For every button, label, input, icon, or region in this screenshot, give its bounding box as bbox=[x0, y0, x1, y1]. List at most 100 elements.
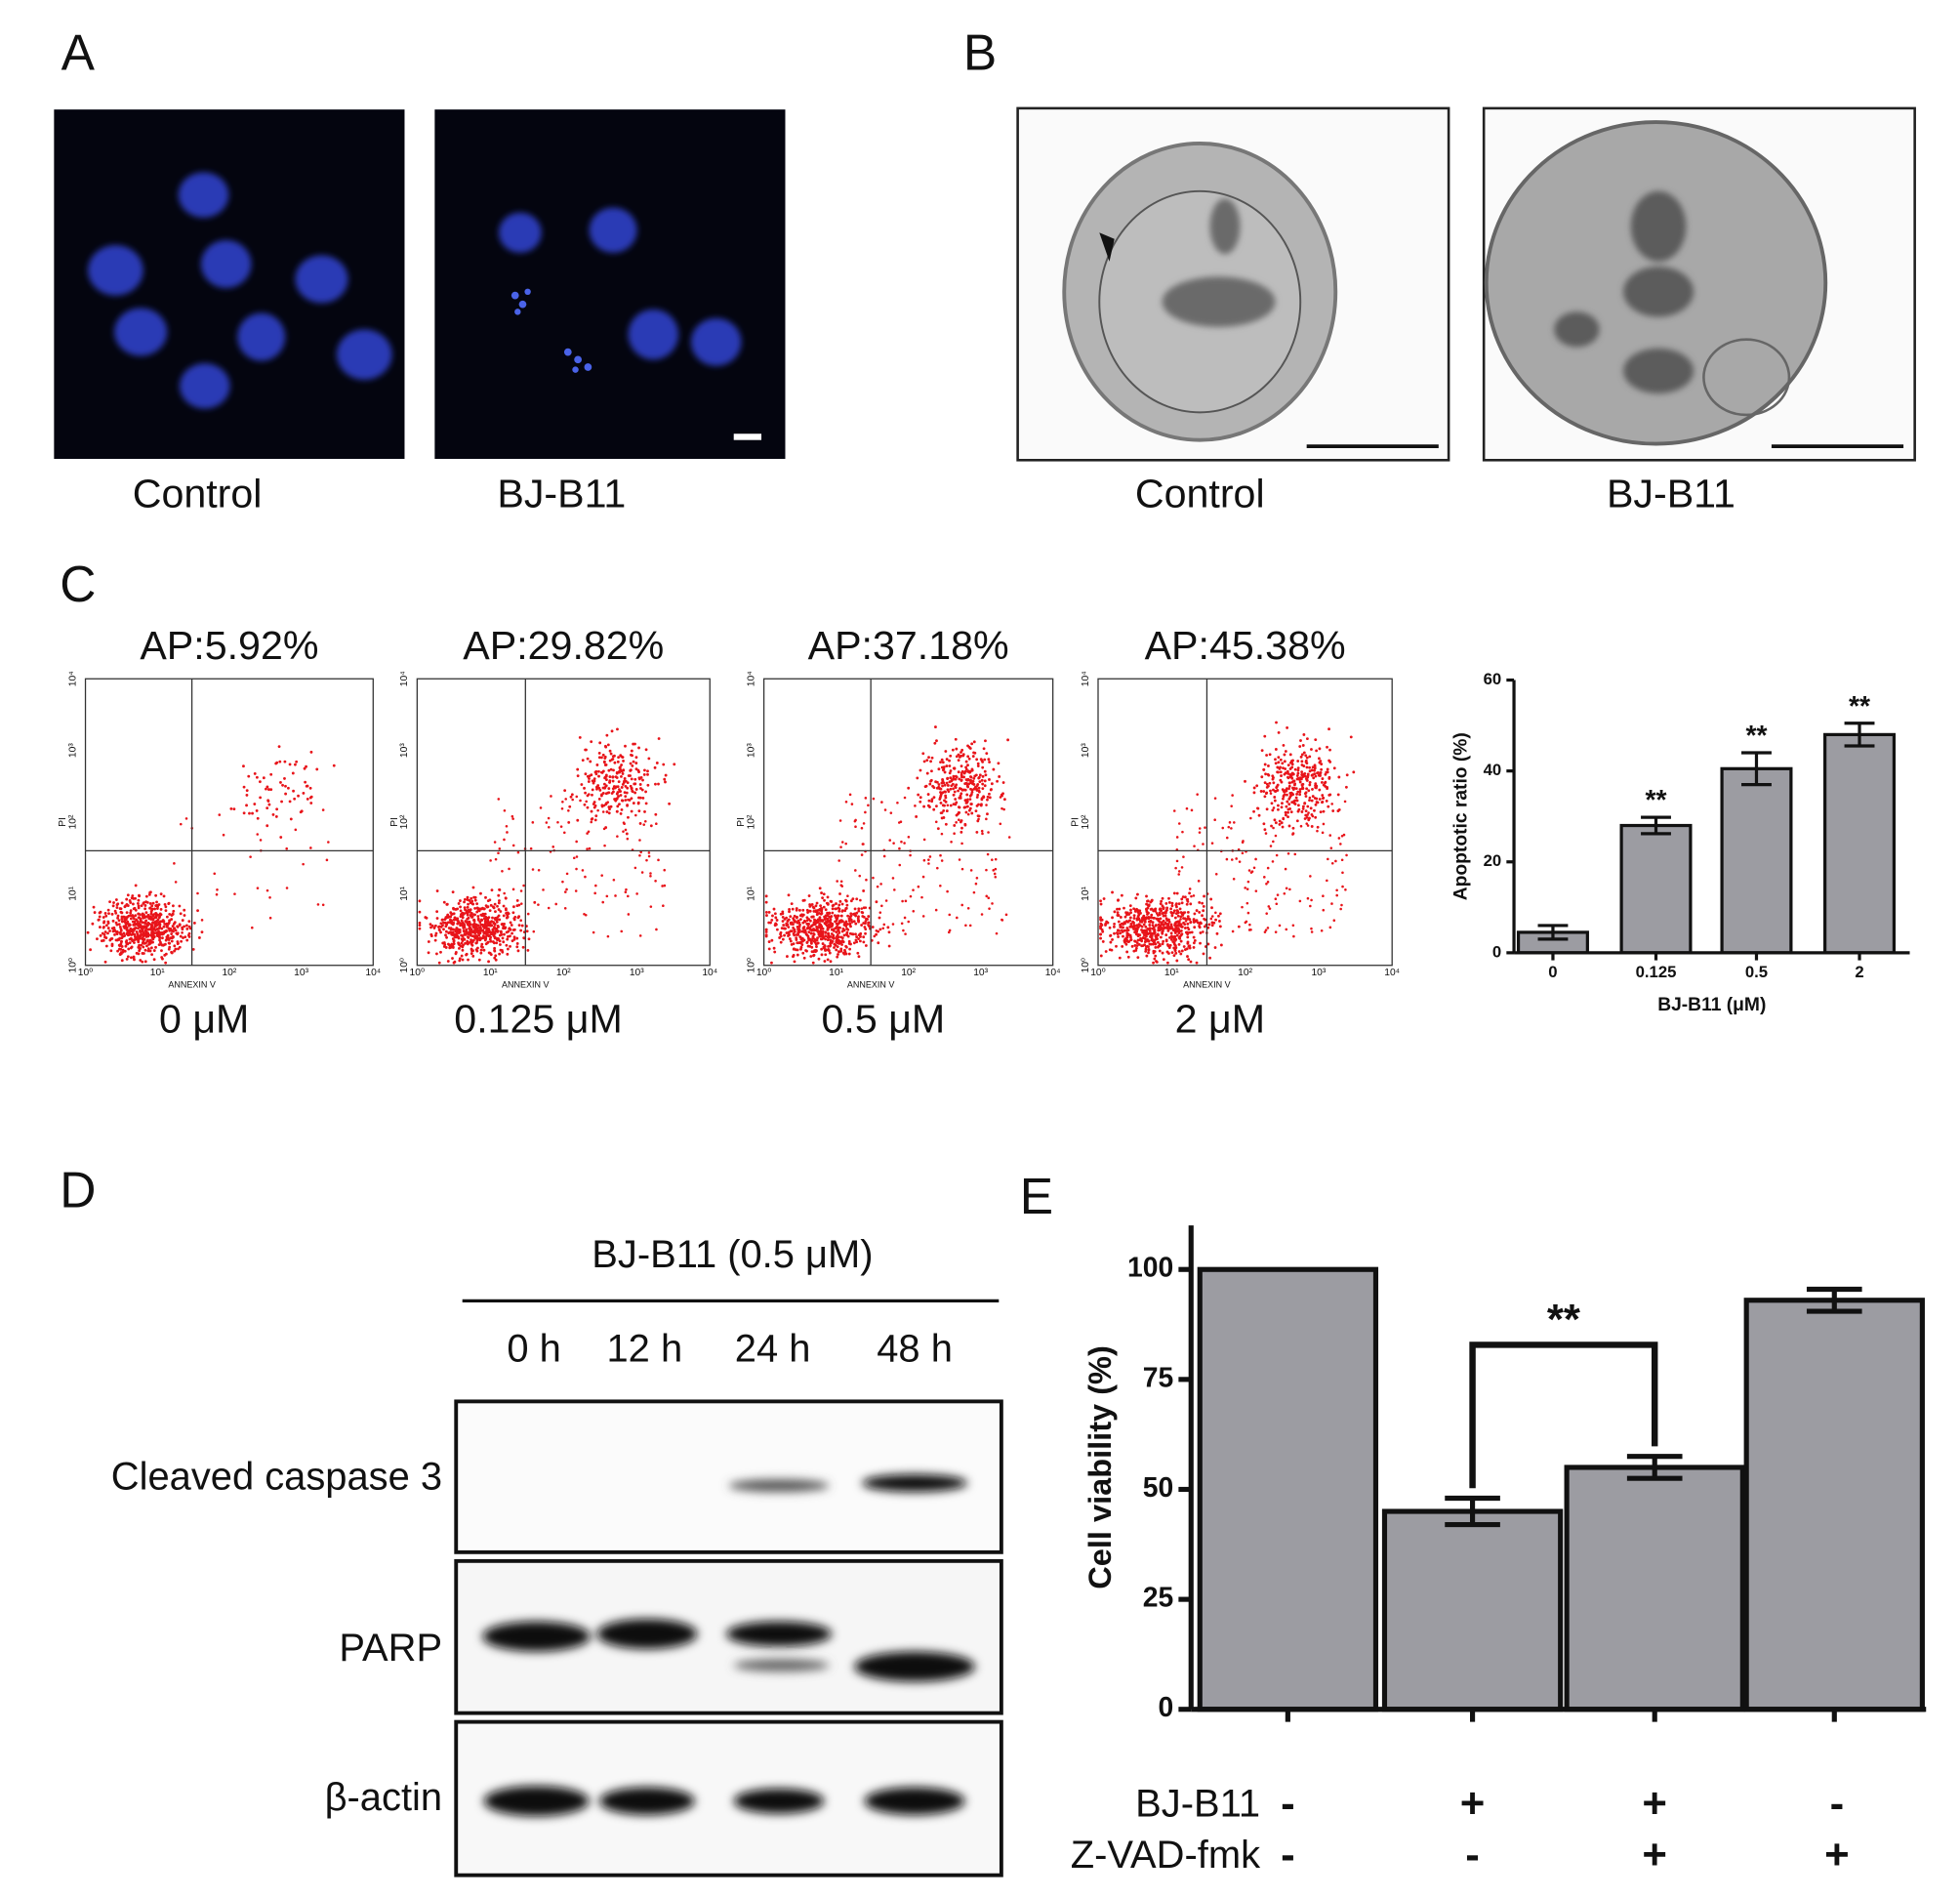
event-dot bbox=[1304, 795, 1308, 798]
event-dot bbox=[297, 794, 300, 798]
event-dot bbox=[940, 765, 944, 769]
event-dot bbox=[1288, 807, 1291, 810]
event-dot bbox=[1285, 787, 1288, 791]
event-dot bbox=[591, 793, 593, 797]
event-dot bbox=[1313, 808, 1316, 812]
event-dot bbox=[820, 906, 823, 910]
event-dot bbox=[957, 759, 960, 763]
panel-label: B bbox=[963, 24, 997, 81]
event-dot bbox=[903, 796, 907, 800]
event-dot bbox=[1335, 888, 1338, 892]
event-dot bbox=[1145, 894, 1148, 898]
event-dot bbox=[452, 906, 455, 910]
event-dot bbox=[305, 764, 307, 768]
event-dot bbox=[940, 859, 944, 862]
event-dot bbox=[643, 819, 647, 823]
event-dot bbox=[820, 925, 824, 928]
event-dot bbox=[1283, 760, 1286, 763]
bar bbox=[1619, 823, 1693, 955]
event-dot bbox=[551, 846, 555, 848]
event-dot bbox=[1145, 932, 1148, 936]
event-dot bbox=[1296, 790, 1300, 794]
event-dot bbox=[265, 888, 269, 892]
event-dot bbox=[1345, 773, 1349, 777]
event-dot bbox=[624, 784, 628, 788]
event-dot bbox=[799, 947, 802, 951]
x-tick-label: 10¹ bbox=[829, 968, 843, 978]
event-dot bbox=[944, 796, 948, 800]
event-dot bbox=[855, 897, 859, 901]
event-dot bbox=[162, 943, 166, 947]
event-dot bbox=[663, 884, 667, 887]
event-dot bbox=[1278, 924, 1282, 928]
event-dot bbox=[1305, 737, 1309, 741]
event-dot bbox=[449, 921, 453, 925]
event-dot bbox=[145, 934, 149, 938]
event-dot bbox=[927, 862, 930, 865]
event-dot bbox=[1128, 933, 1132, 937]
event-dot bbox=[1154, 934, 1158, 938]
event-dot bbox=[898, 846, 901, 850]
event-dot bbox=[824, 934, 828, 938]
event-dot bbox=[807, 930, 811, 934]
event-dot bbox=[1161, 921, 1164, 925]
event-dot bbox=[898, 863, 902, 867]
event-dot bbox=[482, 917, 486, 921]
event-dot bbox=[526, 948, 530, 952]
event-dot bbox=[838, 920, 842, 924]
event-dot bbox=[1138, 938, 1142, 942]
event-dot bbox=[1302, 751, 1306, 755]
event-dot bbox=[1335, 893, 1338, 897]
event-dot bbox=[994, 875, 998, 879]
event-dot bbox=[461, 958, 465, 962]
event-dot bbox=[508, 867, 510, 871]
event-dot bbox=[1158, 943, 1162, 946]
event-dot bbox=[143, 925, 145, 928]
dose-label: 0.125 μM bbox=[454, 997, 623, 1042]
event-dot bbox=[1180, 925, 1184, 928]
event-dot bbox=[586, 847, 589, 850]
x-tick-label: 10³ bbox=[630, 968, 644, 978]
event-dot bbox=[1260, 749, 1264, 753]
x-tick-label: 0.5 bbox=[1745, 963, 1768, 981]
event-dot bbox=[842, 933, 846, 937]
event-dot bbox=[822, 905, 826, 909]
event-dot bbox=[517, 903, 521, 907]
event-dot bbox=[787, 926, 791, 928]
event-dot bbox=[585, 800, 588, 804]
event-dot bbox=[796, 932, 800, 936]
event-dot bbox=[607, 787, 611, 790]
event-dot bbox=[915, 815, 919, 818]
event-dot bbox=[137, 938, 141, 942]
event-dot bbox=[266, 799, 270, 803]
event-dot bbox=[824, 953, 828, 957]
event-dot bbox=[939, 761, 942, 764]
event-dot bbox=[480, 942, 484, 946]
event-dot bbox=[116, 949, 120, 953]
event-dot bbox=[907, 836, 911, 839]
event-dot bbox=[960, 769, 964, 773]
event-dot bbox=[896, 801, 899, 805]
event-dot bbox=[249, 855, 252, 858]
event-dot bbox=[975, 877, 979, 880]
event-dot bbox=[1172, 954, 1176, 958]
event-dot bbox=[512, 905, 515, 909]
event-dot bbox=[796, 915, 798, 919]
event-dot bbox=[442, 921, 446, 925]
event-dot bbox=[983, 769, 987, 773]
event-dot bbox=[617, 795, 620, 798]
em-image bbox=[1016, 106, 1450, 462]
event-dot bbox=[131, 902, 135, 906]
event-dot bbox=[1260, 775, 1264, 779]
event-dot bbox=[118, 925, 122, 928]
event-dot bbox=[501, 936, 505, 940]
event-dot bbox=[937, 783, 941, 786]
event-dot bbox=[624, 890, 628, 893]
event-dot bbox=[1131, 920, 1134, 924]
event-dot bbox=[598, 741, 602, 745]
event-dot bbox=[610, 729, 614, 733]
event-dot bbox=[455, 932, 459, 936]
event-dot bbox=[429, 932, 433, 936]
event-dot bbox=[498, 939, 502, 943]
event-dot bbox=[975, 758, 979, 762]
